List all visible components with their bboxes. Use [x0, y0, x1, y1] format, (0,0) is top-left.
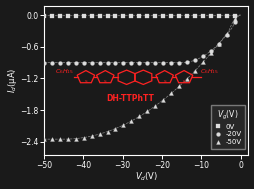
-50V: [58, 138, 61, 140]
-50V: [122, 124, 125, 126]
-20V: [90, 61, 93, 64]
X-axis label: $V_d$(V): $V_d$(V): [135, 171, 158, 184]
-20V: [146, 61, 149, 64]
0V: [130, 15, 133, 17]
-50V: [74, 137, 77, 140]
-20V: [42, 61, 45, 64]
-20V: [209, 50, 212, 52]
-20V: [193, 59, 196, 61]
-50V: [90, 135, 93, 137]
-50V: [82, 136, 85, 139]
-20V: [225, 34, 228, 36]
-50V: [217, 43, 220, 45]
0V: [82, 15, 85, 17]
0V: [114, 15, 117, 17]
-20V: [217, 43, 220, 45]
0V: [106, 15, 109, 17]
-50V: [50, 138, 53, 140]
0V: [209, 15, 212, 17]
-20V: [58, 61, 61, 64]
0V: [154, 15, 157, 17]
Text: S: S: [85, 80, 87, 84]
0V: [193, 15, 196, 17]
0V: [201, 15, 204, 17]
0V: [90, 15, 93, 17]
-20V: [201, 55, 204, 58]
-20V: [66, 61, 69, 64]
Text: S: S: [104, 80, 107, 84]
0V: [162, 15, 165, 17]
-50V: [42, 138, 45, 140]
-50V: [225, 33, 228, 35]
-50V: [201, 61, 204, 64]
0V: [50, 15, 53, 17]
-50V: [138, 115, 141, 118]
0V: [185, 15, 188, 17]
-50V: [66, 138, 69, 140]
0V: [122, 15, 125, 17]
Text: $C_6H_{15}$: $C_6H_{15}$: [200, 67, 219, 76]
0V: [217, 15, 220, 17]
-50V: [233, 18, 236, 20]
-50V: [114, 127, 117, 130]
Text: $C_6H_{15}$: $C_6H_{15}$: [55, 67, 74, 76]
-20V: [122, 61, 125, 64]
0V: [42, 15, 45, 17]
-20V: [98, 61, 101, 64]
-20V: [138, 61, 141, 64]
-50V: [106, 130, 109, 133]
-50V: [154, 105, 157, 107]
-50V: [146, 110, 149, 113]
0V: [138, 15, 141, 17]
0V: [66, 15, 69, 17]
-50V: [130, 120, 133, 122]
Text: DH-TTPhTT: DH-TTPhTT: [106, 94, 154, 103]
-20V: [130, 61, 133, 64]
0V: [58, 15, 61, 17]
-20V: [50, 61, 53, 64]
-50V: [170, 92, 173, 94]
-20V: [233, 21, 236, 23]
Text: S: S: [163, 80, 166, 84]
0V: [170, 15, 173, 17]
0V: [178, 15, 181, 17]
-20V: [154, 61, 157, 64]
-50V: [98, 133, 101, 135]
Text: S: S: [183, 80, 185, 84]
-20V: [74, 61, 77, 64]
-50V: [193, 70, 196, 72]
Y-axis label: $I_d$(μA): $I_d$(μA): [6, 68, 19, 93]
Line: 0V: 0V: [42, 14, 236, 18]
-20V: [178, 61, 181, 64]
-20V: [114, 61, 117, 64]
0V: [146, 15, 149, 17]
Line: -20V: -20V: [42, 20, 236, 64]
-20V: [82, 61, 85, 64]
0V: [233, 15, 236, 17]
-20V: [170, 61, 173, 64]
-50V: [185, 78, 188, 80]
0V: [98, 15, 101, 17]
0V: [225, 15, 228, 17]
-50V: [209, 52, 212, 54]
0V: [74, 15, 77, 17]
-50V: [178, 85, 181, 88]
Legend: 0V, -20V, -50V: 0V, -20V, -50V: [211, 105, 245, 149]
-20V: [162, 61, 165, 64]
-20V: [106, 61, 109, 64]
-20V: [185, 61, 188, 63]
-50V: [162, 99, 165, 101]
Line: -50V: -50V: [42, 17, 236, 141]
